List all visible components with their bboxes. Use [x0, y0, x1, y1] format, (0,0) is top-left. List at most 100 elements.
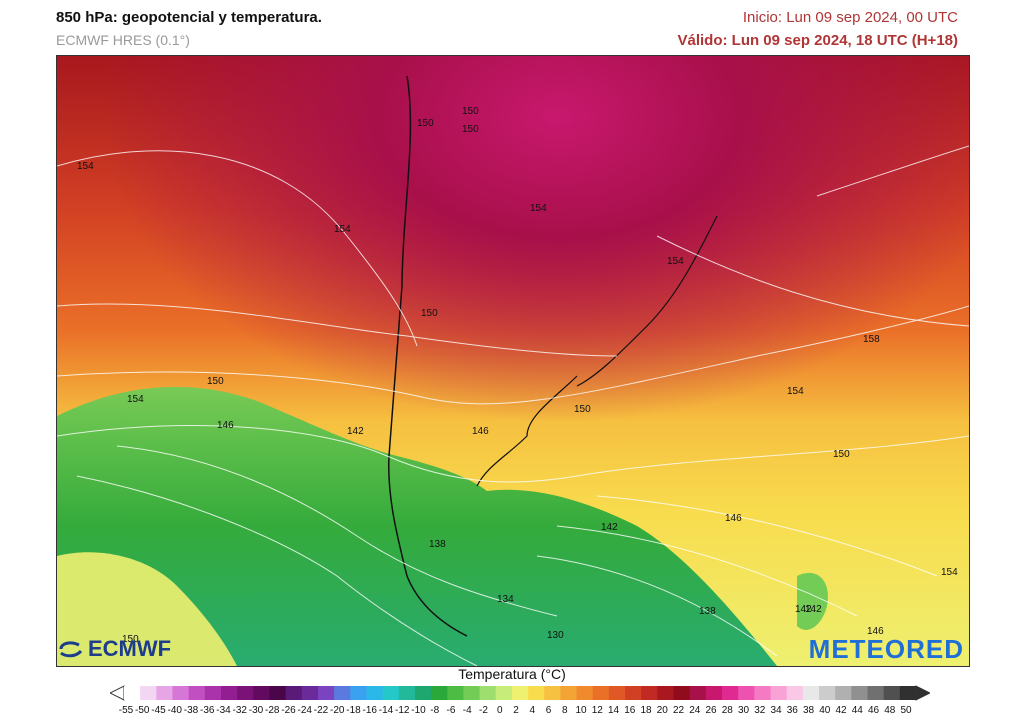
legend-colorbar: [108, 685, 932, 701]
legend-swatch: [285, 686, 303, 700]
legend-swatch: [431, 686, 448, 700]
legend-tick-label: 48: [884, 705, 896, 716]
legend-swatch: [576, 686, 594, 700]
legend-swatch: [738, 686, 755, 700]
legend-swatch: [463, 686, 481, 700]
contour-label: 154: [787, 386, 804, 397]
legend-swatch: [366, 686, 384, 700]
legend-swatch: [172, 686, 190, 700]
legend-tick-label: 26: [705, 705, 717, 716]
legend-swatch: [608, 686, 626, 700]
model-name: ECMWF HRES (0.1°): [56, 32, 190, 48]
init-time: Inicio: Lun 09 sep 2024, 00 UTC: [742, 9, 958, 26]
temperature-field: [57, 56, 969, 666]
contour-label: 150: [207, 376, 224, 387]
contour-label: 150: [462, 106, 479, 117]
legend-tick-label: 10: [575, 705, 587, 716]
meteored-logo: METEORED: [808, 634, 964, 664]
contour-label: 146: [867, 626, 884, 637]
forecast-map[interactable]: 150 150 150 154 154 154 150 154 158 154 150 150 154 1…: [56, 55, 970, 667]
legend-tick-label: 28: [721, 705, 733, 716]
contour-label: 142: [601, 522, 618, 533]
legend-tick-label: 4: [529, 705, 536, 716]
legend-tick-label: -16: [362, 705, 377, 716]
legend-swatch: [851, 686, 869, 700]
legend-swatch: [237, 686, 254, 700]
legend-tick-label: 6: [545, 705, 552, 716]
legend-tick-label: 30: [737, 705, 750, 716]
legend-swatch: [479, 686, 497, 700]
legend-swatch: [883, 686, 901, 700]
contour-label: 154: [530, 203, 547, 214]
legend-tick-label: -55: [118, 705, 134, 716]
legend-tick-label: 50: [900, 705, 912, 716]
ecmwf-logo-text: ECMWF: [88, 636, 172, 661]
legend-tick-label: 2: [513, 705, 519, 716]
legend-swatch: [156, 686, 173, 700]
contour-label: 158: [863, 334, 880, 345]
legend-tick-label: 38: [802, 705, 815, 716]
contour-label: 154: [334, 224, 351, 235]
legend-swatch: [253, 686, 270, 700]
contour-label: 150: [462, 124, 479, 135]
legend-tick-label: -20: [330, 705, 345, 716]
legend-tick-label: 0: [496, 705, 503, 716]
contour-label: 138: [429, 539, 446, 550]
legend-swatch: [819, 686, 836, 700]
legend-tick-label: -8: [430, 705, 440, 716]
legend-tick-label: 18: [640, 705, 652, 716]
contour-label: 130: [547, 630, 564, 641]
contour-label: 150: [122, 634, 139, 645]
contour-label: 146: [472, 426, 489, 437]
legend-swatch: [770, 686, 788, 700]
legend-swatch: [140, 686, 157, 700]
legend-tick-label: -40: [167, 705, 182, 716]
legend-tick-label: 22: [672, 705, 685, 716]
legend-swatch: [188, 686, 206, 700]
contour-label: 150: [833, 449, 850, 460]
contour-label: 142: [805, 604, 822, 615]
contour-label: 150: [421, 308, 438, 319]
legend-swatch: [528, 686, 545, 700]
legend-tick-label: -14: [378, 705, 394, 716]
legend-swatch: [124, 686, 141, 700]
legend-tick-label: -30: [248, 705, 264, 716]
ecmwf-swirl-icon: [59, 641, 83, 658]
contour-label: 146: [725, 513, 742, 524]
legend-tick-label: 16: [624, 705, 636, 716]
legend-tick-label: 14: [607, 705, 620, 716]
color-legend: [108, 685, 932, 706]
legend-swatch: [398, 686, 416, 700]
legend-min-arrow: [108, 685, 125, 701]
legend-swatch: [334, 686, 351, 700]
legend-tick-label: -34: [216, 705, 231, 716]
contour-label: 142: [347, 426, 364, 437]
legend-swatch: [802, 686, 820, 700]
legend-tick-label: 34: [770, 705, 782, 716]
valid-time: Válido: Lun 09 sep 2024, 18 UTC (H+18): [677, 32, 958, 49]
legend-swatch: [511, 686, 529, 700]
legend-swatch: [317, 686, 335, 700]
contour-label: 154: [77, 161, 94, 172]
contour-label: 142: [795, 604, 812, 615]
contour-label: 150: [417, 118, 434, 129]
legend-swatch: [867, 686, 885, 700]
contour-label: 154: [667, 256, 684, 267]
legend-tick-label: 24: [689, 705, 701, 716]
legend-swatch: [592, 686, 610, 700]
legend-swatch: [447, 686, 464, 700]
legend-tick-label: -22: [313, 705, 329, 716]
legend-swatch: [689, 686, 707, 700]
legend-max-arrow: [915, 685, 932, 701]
legend-swatch: [301, 686, 319, 700]
legend-swatch: [641, 686, 658, 700]
legend-tick-label: -4: [462, 705, 472, 716]
legend-tick-label: -24: [297, 705, 312, 716]
legend-swatch: [835, 686, 852, 700]
contour-label: 150: [574, 404, 591, 415]
legend-swatch: [705, 686, 723, 700]
legend-tick-label: -38: [183, 705, 199, 716]
legend-tick-label: 40: [819, 705, 831, 716]
legend-tick-label: -45: [151, 705, 166, 716]
legend-swatch: [657, 686, 675, 700]
